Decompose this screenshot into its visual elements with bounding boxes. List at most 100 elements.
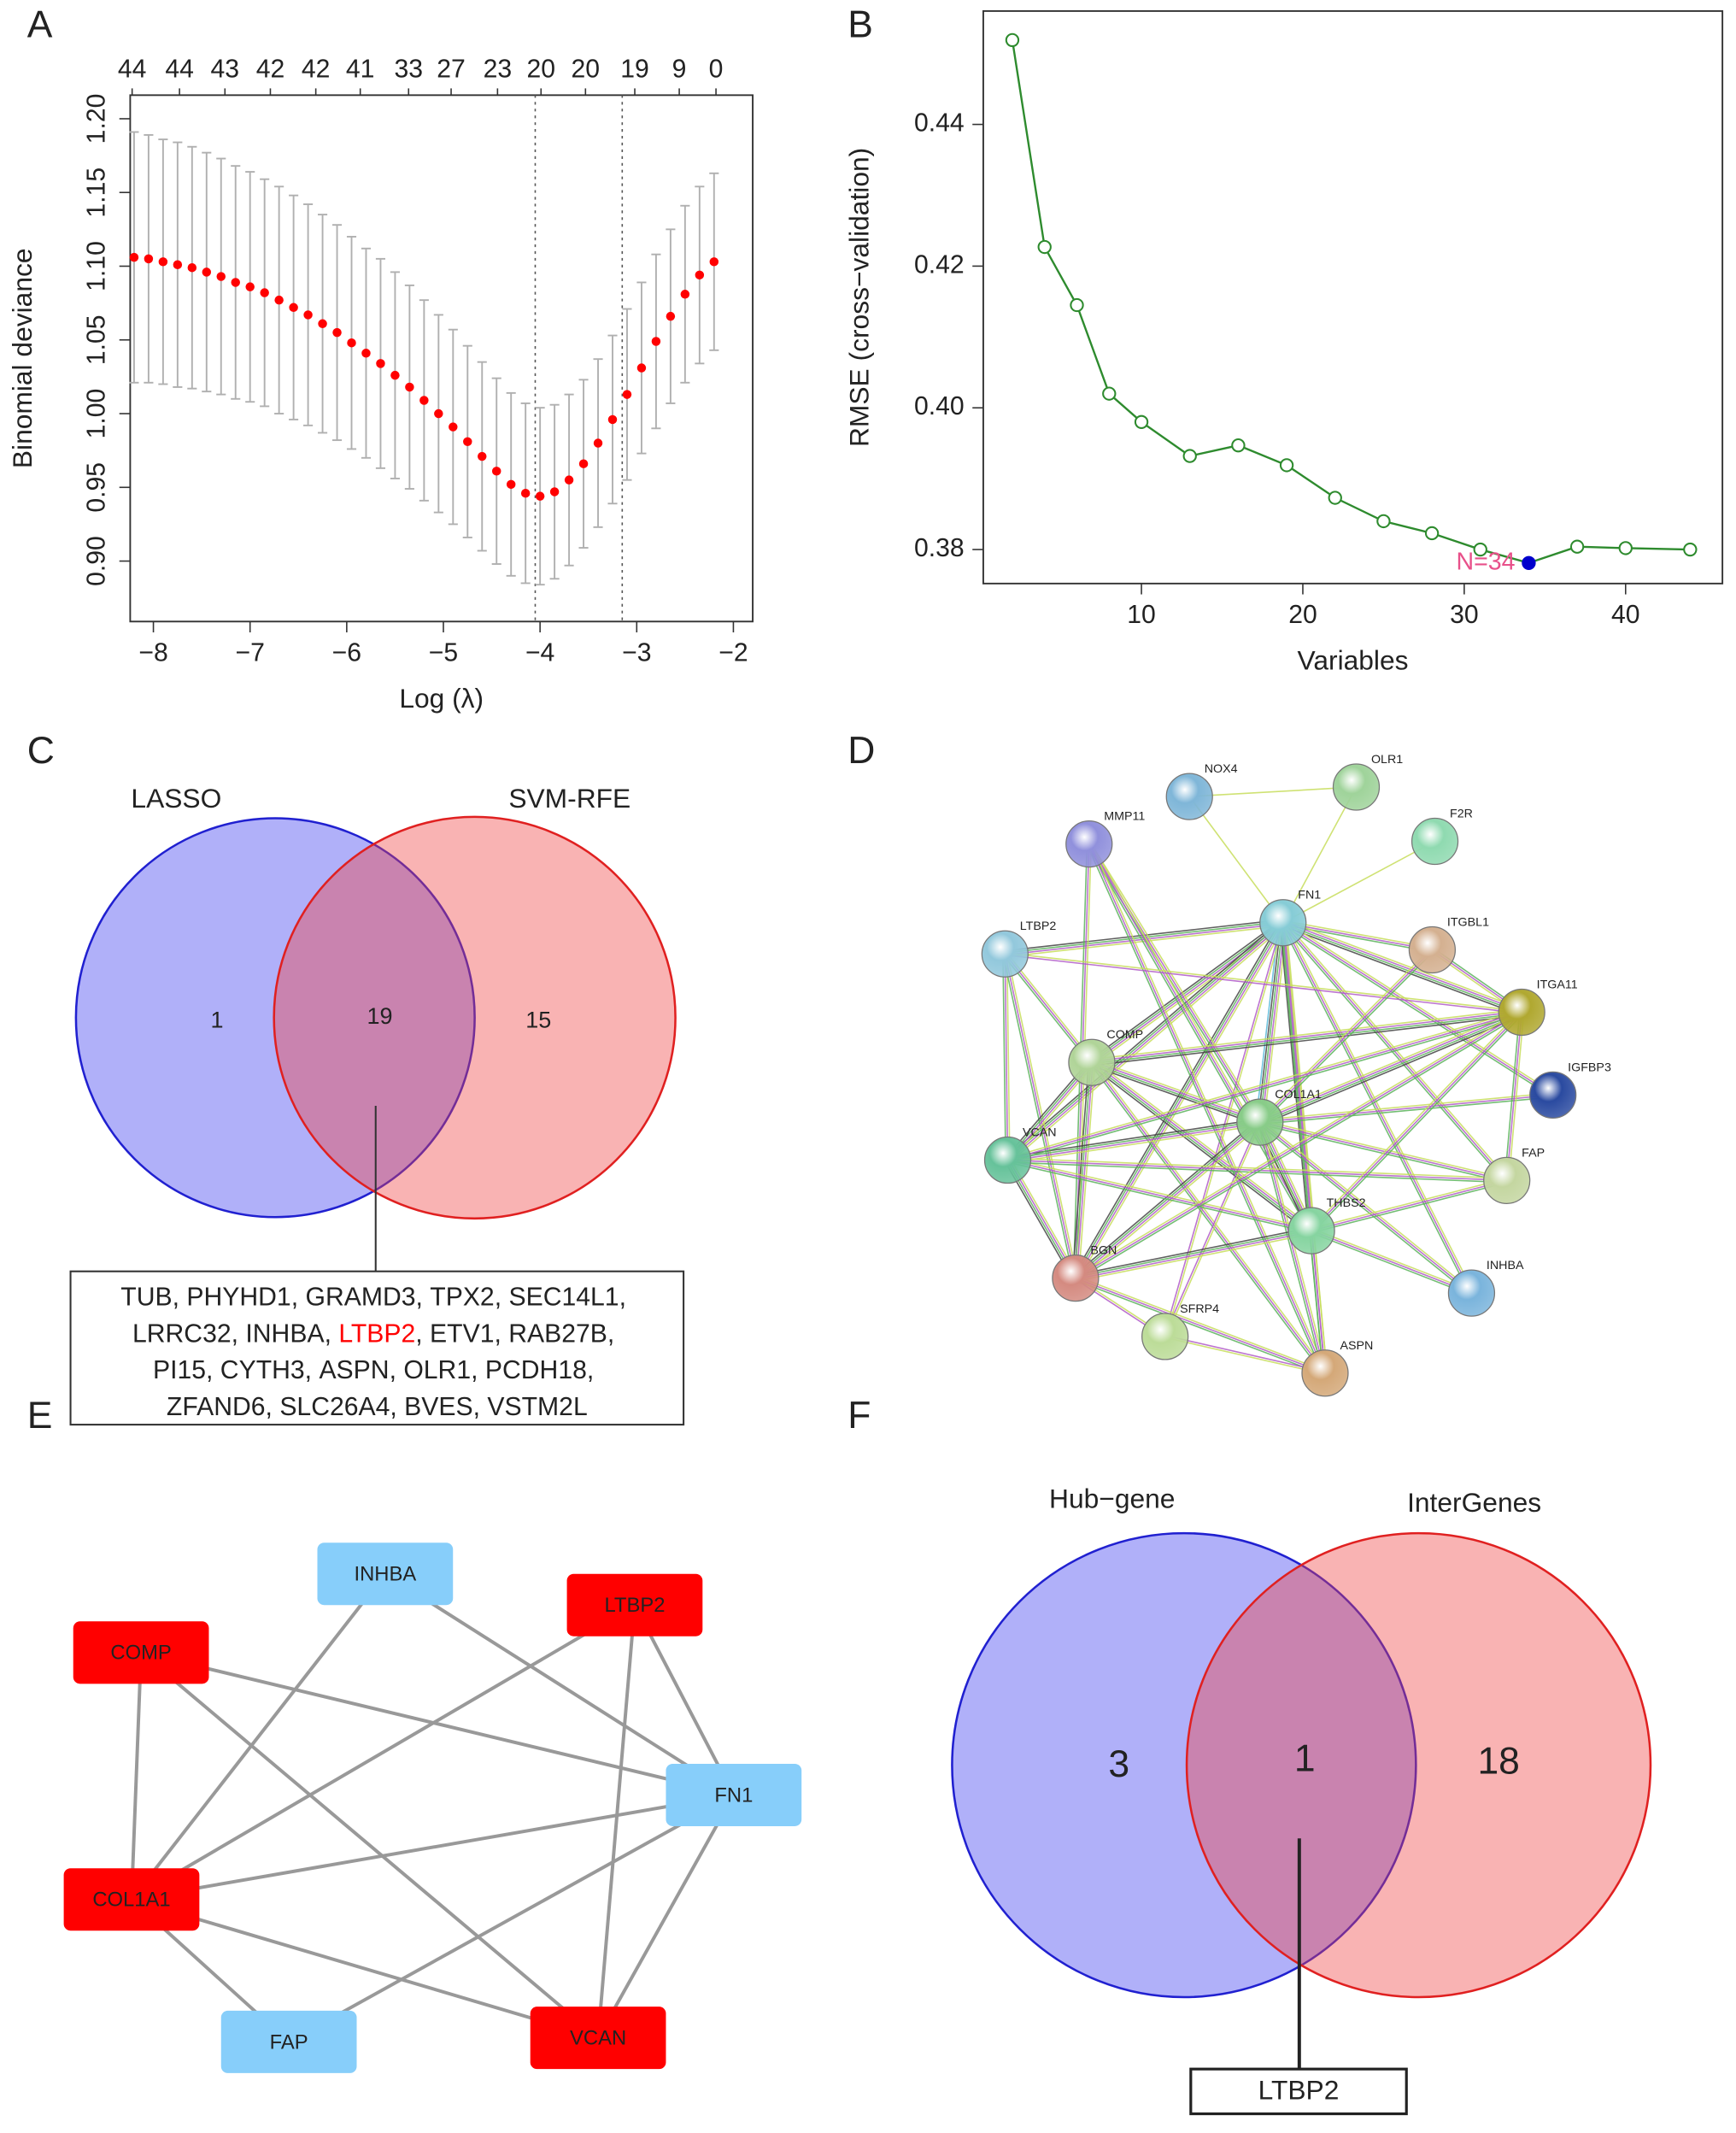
point <box>347 338 356 348</box>
network-edge <box>1089 920 1282 1061</box>
separator: , <box>471 1356 485 1384</box>
network-edge <box>130 1572 387 1901</box>
node-label: FAP <box>1522 1146 1545 1160</box>
gene: PI15 <box>153 1356 206 1384</box>
network-node <box>1447 1269 1496 1317</box>
network-edge <box>1007 923 1285 1162</box>
separator: , <box>291 1283 306 1311</box>
point <box>260 288 269 297</box>
point <box>564 475 574 485</box>
point <box>361 349 371 358</box>
network-edge <box>1091 1008 1522 1061</box>
y-tick-label: 1.10 <box>82 241 110 291</box>
node-label: INHBA <box>354 1563 416 1586</box>
network-edge <box>1006 921 1283 1161</box>
network-edge <box>1259 1012 1522 1124</box>
point <box>231 278 240 287</box>
point <box>680 290 690 299</box>
panel-label: B <box>847 4 873 46</box>
x-tick-label: −8 <box>138 638 167 667</box>
network-edge <box>1261 922 1286 1123</box>
network-edge <box>1281 924 1552 1098</box>
separator: , <box>415 1319 430 1348</box>
network-edge <box>1260 1014 1523 1126</box>
point <box>129 252 139 262</box>
network-edge <box>1091 1010 1522 1062</box>
gene: RAB27B <box>508 1319 607 1348</box>
separator: , <box>305 1356 320 1384</box>
y-axis-label: Binomial deviance <box>7 248 38 468</box>
node-label: ASPN <box>1340 1339 1373 1353</box>
network-edge <box>1308 1231 1324 1374</box>
venn-set <box>1185 1531 1652 1999</box>
network-edge <box>1076 1013 1523 1281</box>
top-tick-label: 44 <box>165 56 194 84</box>
gene: VSTM2L <box>487 1393 587 1421</box>
network-edge <box>1508 1012 1525 1181</box>
point <box>245 282 255 291</box>
panel-label: A <box>27 4 53 46</box>
network-edge <box>1091 1061 1326 1374</box>
node-label: NOX4 <box>1205 762 1238 776</box>
network-node <box>983 1136 1032 1184</box>
y-tick-label: 0.40 <box>914 392 965 420</box>
gene: ZFAND6 <box>167 1393 266 1421</box>
network-edge <box>1076 1062 1094 1278</box>
gene: CYTH3 <box>220 1356 305 1384</box>
network-edge <box>140 1650 735 1797</box>
gene: PCDH18 <box>485 1356 587 1384</box>
top-tick-label: 23 <box>484 56 513 84</box>
line <box>1011 39 1691 565</box>
gene: TUB <box>120 1283 172 1311</box>
gene: ETV1 <box>430 1319 494 1348</box>
network-edge <box>1309 1010 1522 1230</box>
network-edge <box>1088 843 1326 1374</box>
network-edge <box>1075 1226 1311 1276</box>
point <box>535 491 545 501</box>
point <box>651 337 661 346</box>
top-tick-label: 43 <box>211 56 240 84</box>
network-edge <box>1259 1121 1507 1182</box>
network-edge <box>1259 1094 1553 1123</box>
point <box>158 257 168 267</box>
node-label: F2R <box>1450 807 1473 820</box>
gene: SEC14L1 <box>508 1283 619 1311</box>
gene-box <box>1189 2067 1408 2116</box>
network-edge <box>1005 952 1522 1013</box>
network-edge <box>1007 1011 1522 1161</box>
network-edge <box>1260 950 1434 1125</box>
network-edge <box>1311 1230 1472 1294</box>
network-node <box>1141 1313 1189 1360</box>
gene: LTBP2 <box>338 1319 415 1348</box>
network-edge <box>1089 1063 1324 1375</box>
network-edge <box>1163 1121 1260 1337</box>
venn-count: 18 <box>1477 1741 1519 1783</box>
point <box>1618 541 1633 555</box>
node-label: MMP11 <box>1104 810 1145 824</box>
network-edge <box>1259 1121 1472 1294</box>
node-label: OLR1 <box>1371 753 1403 767</box>
y-tick-label: 1.15 <box>82 167 110 218</box>
top-tick-label: 44 <box>118 56 147 84</box>
gene-row: ZFAND6, SLC26A4, BVES, VSTM2L <box>167 1393 588 1421</box>
point <box>434 408 443 419</box>
network-edge <box>1283 920 1555 1094</box>
network-edge <box>1258 1123 1471 1296</box>
network-node <box>1301 1349 1349 1397</box>
point <box>506 479 516 490</box>
network-edge <box>1077 1062 1096 1278</box>
network-node <box>1259 899 1307 947</box>
node-label: ITGBL1 <box>1447 915 1489 929</box>
separator: , <box>495 1283 509 1311</box>
separator: , <box>587 1356 601 1384</box>
gene: LRRC32 <box>132 1319 232 1348</box>
x-tick-label: 10 <box>1127 601 1156 629</box>
point <box>289 303 298 313</box>
network-edge <box>1075 1011 1522 1279</box>
point <box>695 270 705 280</box>
point <box>1182 449 1197 463</box>
point <box>216 272 226 281</box>
y-tick-label: 1.05 <box>82 314 110 365</box>
point <box>449 422 458 432</box>
